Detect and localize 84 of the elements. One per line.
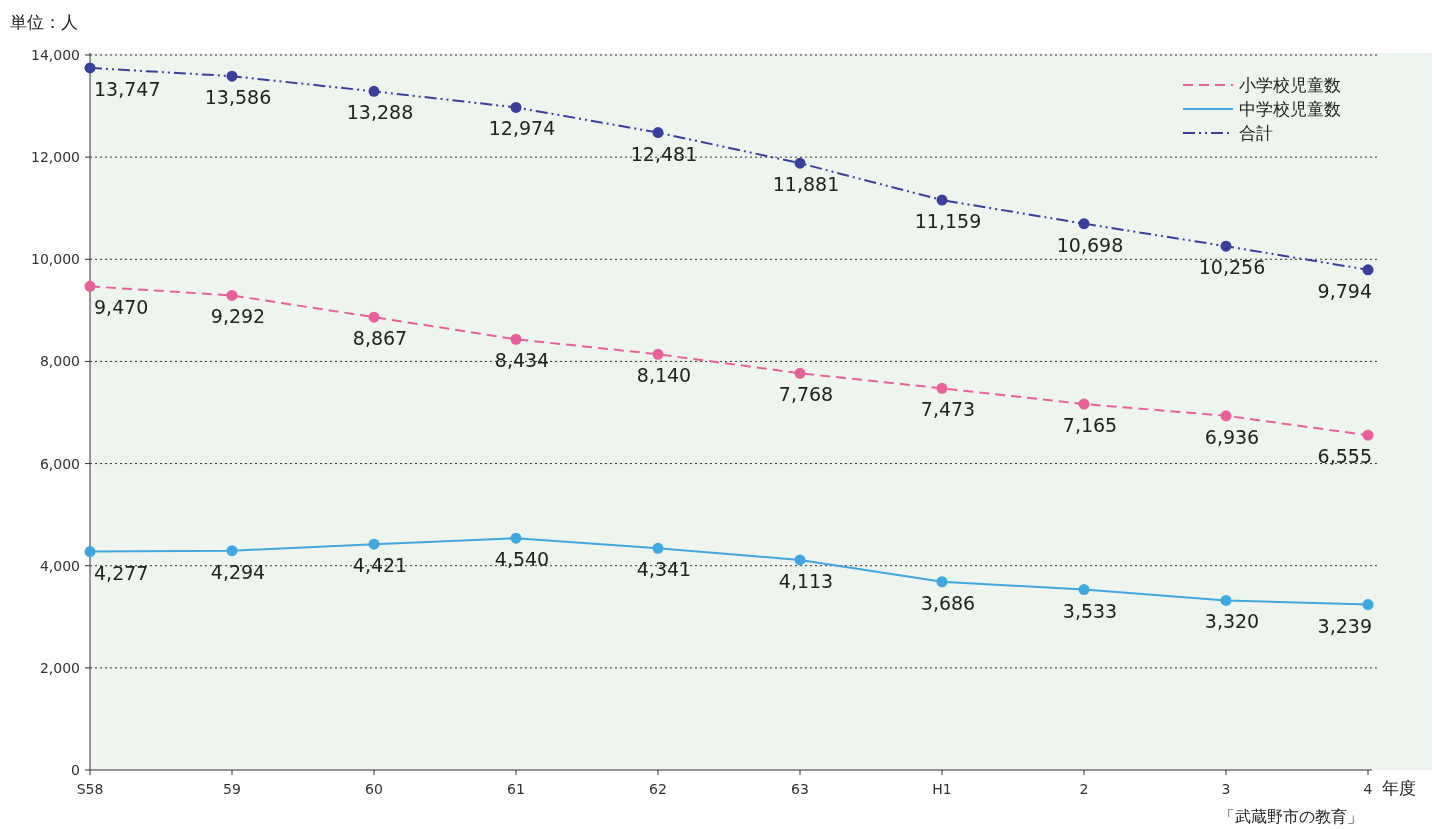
data-label: 6,936 [1204, 425, 1260, 448]
data-label: 4,277 [94, 561, 149, 584]
x-tick-label: S58 [76, 781, 104, 797]
data-label: 10,256 [1198, 256, 1266, 279]
point [1078, 584, 1090, 596]
point [1220, 240, 1232, 252]
data-label: 13,747 [94, 77, 161, 100]
data-label: 4,341 [636, 558, 692, 581]
data-label: 3,239 [1317, 614, 1372, 637]
data-label: 12,974 [488, 117, 556, 140]
point [226, 545, 238, 557]
point [1220, 410, 1232, 422]
point [1362, 429, 1374, 441]
data-label: 13,586 [204, 86, 272, 109]
point [368, 85, 380, 97]
x-tick-label: 4 [1363, 781, 1373, 797]
x-tick-label: 59 [223, 781, 241, 797]
data-label: 6,555 [1317, 445, 1372, 468]
x-tick-label: 62 [649, 781, 667, 797]
data-label: 7,473 [920, 398, 976, 421]
x-tick-label: 60 [365, 781, 383, 797]
data-label: 7,165 [1062, 414, 1118, 437]
data-label: 11,881 [772, 173, 840, 196]
data-label: 8,434 [494, 349, 550, 372]
data-label: 4,113 [778, 569, 834, 592]
point [652, 127, 664, 139]
y-tick-label: 12,000 [31, 149, 80, 166]
legend-label: 小学校児童数 [1239, 75, 1341, 95]
data-label: 3,533 [1062, 599, 1118, 622]
data-label: 10,698 [1056, 233, 1124, 256]
data-label: 9,292 [210, 305, 266, 328]
y-tick-label: 0 [71, 762, 80, 778]
x-axis-title: 年度 [1382, 778, 1416, 798]
point [84, 62, 96, 74]
data-label: 4,421 [352, 554, 408, 577]
point [794, 554, 806, 566]
y-tick-label: 2,000 [39, 659, 80, 676]
data-label: 4,294 [210, 560, 266, 583]
x-tick-label: 3 [1221, 781, 1231, 797]
point [1362, 599, 1374, 611]
x-tick-label: 61 [507, 781, 525, 797]
point [936, 576, 948, 588]
point [368, 311, 380, 323]
point [1078, 218, 1090, 230]
x-tick-label: 63 [791, 781, 809, 797]
point [652, 348, 664, 360]
point [84, 280, 96, 292]
point [226, 289, 238, 301]
data-label: 12,481 [630, 142, 698, 165]
y-tick-label: 8,000 [39, 353, 80, 370]
y-tick-label: 14,000 [31, 47, 80, 63]
point [652, 542, 664, 554]
data-label: 9,470 [94, 296, 149, 319]
data-label: 8,867 [352, 327, 408, 350]
point [794, 367, 806, 379]
point [936, 194, 948, 206]
point [1078, 398, 1090, 410]
y-axis-title: 単位：人 [10, 12, 78, 32]
point [510, 333, 522, 345]
point [936, 382, 948, 394]
point [84, 546, 96, 558]
x-tick-label: 2 [1079, 781, 1089, 797]
point [368, 538, 380, 550]
y-tick-label: 6,000 [39, 455, 80, 472]
data-label: 7,768 [778, 383, 834, 406]
data-label: 8,140 [636, 364, 692, 387]
text: 「武蔵野市の教育」 [1219, 807, 1363, 826]
legend-label: 合計 [1239, 123, 1273, 143]
y-tick-label: 10,000 [31, 251, 80, 268]
point [226, 70, 238, 82]
point [794, 157, 806, 169]
y-tick-label: 4,000 [39, 557, 80, 574]
legend-label: 中学校児童数 [1239, 99, 1341, 119]
point [1362, 264, 1374, 276]
point [510, 532, 522, 544]
point [510, 101, 522, 113]
data-label: 4,540 [494, 548, 550, 571]
x-tick-label: H1 [932, 781, 952, 797]
point [1220, 594, 1232, 606]
data-label: 3,686 [920, 591, 976, 614]
data-label: 9,794 [1317, 279, 1372, 302]
data-label: 3,320 [1204, 610, 1260, 633]
data-label: 13,288 [346, 101, 414, 124]
data-label: 11,159 [914, 210, 982, 233]
